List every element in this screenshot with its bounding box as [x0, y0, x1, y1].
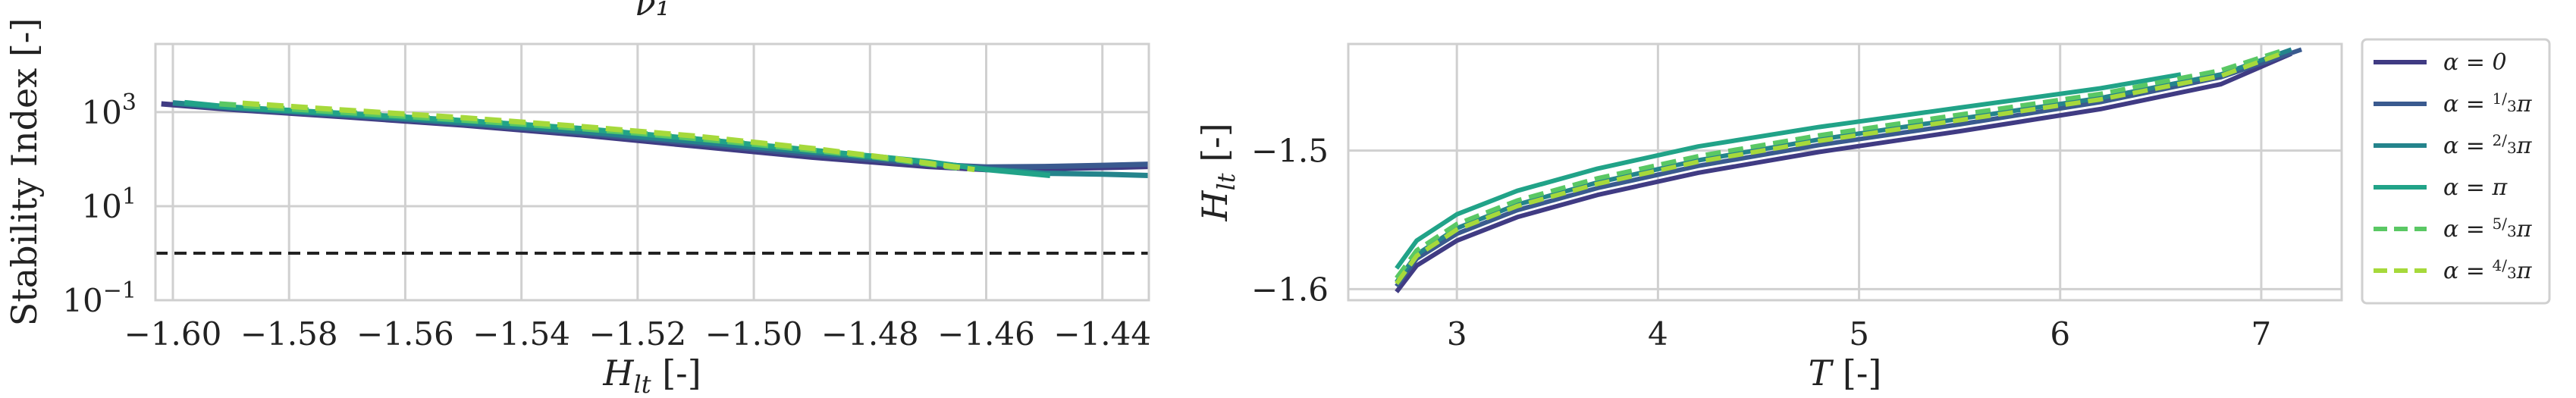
left-x-axis-label: Hlt [-] — [602, 353, 701, 398]
right-x-tick-label: 3 — [1447, 315, 1467, 353]
left-y-tick-labels: 10−1 101 103 — [62, 89, 136, 319]
left-y-axis-label: Stability Index [-] — [4, 18, 45, 327]
right-plot-frame — [1347, 42, 2343, 302]
left-x-tick-labels: −1.60 −1.58 −1.56 −1.54 −1.52 −1.50 −1.48 −1.46… — [124, 315, 1151, 353]
left-y-tick-label: 103 — [81, 89, 136, 131]
left-series-line-5 — [242, 100, 975, 173]
right-y-tick-label: −1.5 — [1251, 133, 1329, 170]
legend-entries: α = 0 α = 1/3π α = 2/3π α = π α = 5/3π α = 4/… — [2374, 49, 2533, 284]
legend-label: α = 2/3π — [2443, 131, 2533, 159]
left-series-group — [155, 99, 1150, 255]
stability-index-chart: ν₁ −1.60 −1.58 −1.56 −1.54 −1.52 −1.50 −1.48 −1… — [4, 0, 1151, 398]
legend-label: α = π — [2443, 174, 2508, 201]
left-x-tick-label: −1.56 — [356, 315, 454, 353]
right-x-tick-label: 5 — [1849, 315, 1869, 353]
right-y-tick-label: −1.6 — [1251, 271, 1329, 308]
left-y-tick-label: 10−1 — [62, 277, 136, 319]
right-series-line-4 — [1395, 49, 2283, 280]
right-grid — [1348, 44, 2342, 300]
right-x-tick-labels: 3 4 5 6 7 — [1447, 315, 2271, 353]
right-x-tick-label: 4 — [1648, 315, 1668, 353]
left-x-tick-label: −1.54 — [472, 315, 570, 353]
left-y-tick-label: 101 — [81, 183, 136, 225]
left-x-tick-label: −1.52 — [588, 315, 686, 353]
right-y-axis-label: Hlt [-] — [1194, 123, 1241, 221]
right-x-tick-label: 6 — [2050, 315, 2070, 353]
left-x-tick-label: −1.44 — [1053, 315, 1151, 353]
right-series-group — [1395, 47, 2302, 293]
legend-label: α = 0 — [2443, 49, 2507, 76]
right-series-line-3 — [1395, 72, 2182, 270]
legend-label: α = 1/3π — [2443, 89, 2533, 118]
left-x-tick-label: −1.46 — [937, 315, 1035, 353]
right-x-tick-label: 7 — [2251, 315, 2272, 353]
left-x-tick-label: −1.60 — [124, 315, 222, 353]
legend-label: α = 5/3π — [2443, 215, 2533, 243]
left-plot-frame — [154, 42, 1150, 302]
left-x-tick-label: −1.58 — [240, 315, 338, 353]
legend-label: α = 4/3π — [2443, 256, 2533, 284]
right-x-axis-label: T [-] — [1809, 353, 1882, 393]
left-x-tick-label: −1.48 — [821, 315, 919, 353]
right-series-line-0 — [1395, 52, 2292, 293]
chart-title: ν₁ — [635, 0, 670, 24]
left-x-tick-label: −1.50 — [705, 315, 803, 353]
hlt-vs-t-chart: 3 4 5 6 7 −1.5 −1.6 T [-] Hlt [-] — [1194, 42, 2343, 393]
legend: α = 0 α = 1/3π α = 2/3π α = π α = 5/3π α = 4/… — [2361, 38, 2551, 305]
right-series-line-5 — [1395, 51, 2283, 285]
right-y-tick-labels: −1.5 −1.6 — [1251, 133, 1329, 309]
